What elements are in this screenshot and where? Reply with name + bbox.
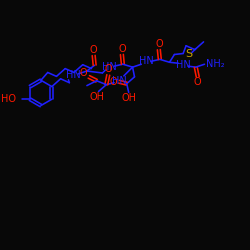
Text: HN: HN <box>112 76 126 86</box>
Text: HN: HN <box>139 56 154 66</box>
Text: OH: OH <box>121 93 136 103</box>
Text: O: O <box>194 77 202 87</box>
Text: O: O <box>104 64 112 74</box>
Text: HO: HO <box>1 94 16 104</box>
Text: NH₂: NH₂ <box>206 59 225 69</box>
Text: O: O <box>79 68 87 78</box>
Text: HN: HN <box>176 60 190 70</box>
Text: O: O <box>118 44 126 54</box>
Text: S: S <box>186 48 192 58</box>
Text: HN: HN <box>102 62 117 72</box>
Text: OH: OH <box>89 92 104 102</box>
Text: O: O <box>90 45 98 55</box>
Text: O: O <box>155 39 163 49</box>
Text: O: O <box>109 77 117 87</box>
Text: HN: HN <box>66 70 81 80</box>
